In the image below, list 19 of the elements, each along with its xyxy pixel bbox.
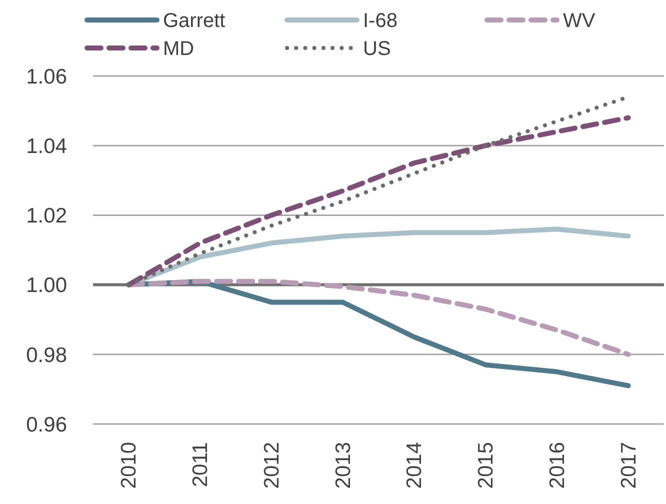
x-tick-label: 2017 bbox=[617, 442, 640, 489]
y-tick-label: 1.02 bbox=[26, 204, 67, 228]
legend-label: Garrett bbox=[163, 10, 226, 32]
legend-label: I-68 bbox=[363, 10, 398, 32]
legend-label: MD bbox=[163, 38, 194, 60]
y-tick-label: 1.04 bbox=[26, 134, 68, 158]
y-tick-label: 0.98 bbox=[26, 344, 67, 367]
x-tick-label: 2011 bbox=[189, 442, 212, 488]
x-tick-label: 2014 bbox=[403, 442, 426, 489]
y-tick-label: 0.96 bbox=[26, 413, 67, 436]
x-tick-label: 2015 bbox=[474, 442, 498, 489]
legend-label: US bbox=[363, 38, 391, 60]
x-tick-label: 2012 bbox=[260, 442, 284, 489]
x-tick-label: 2016 bbox=[546, 442, 569, 489]
x-tick-label: 2010 bbox=[118, 442, 141, 489]
x-tick-label: 2013 bbox=[332, 442, 355, 489]
y-tick-label: 1.06 bbox=[26, 65, 67, 88]
legend-label: WV bbox=[563, 10, 596, 32]
y-tick-label: 1.00 bbox=[26, 274, 67, 298]
